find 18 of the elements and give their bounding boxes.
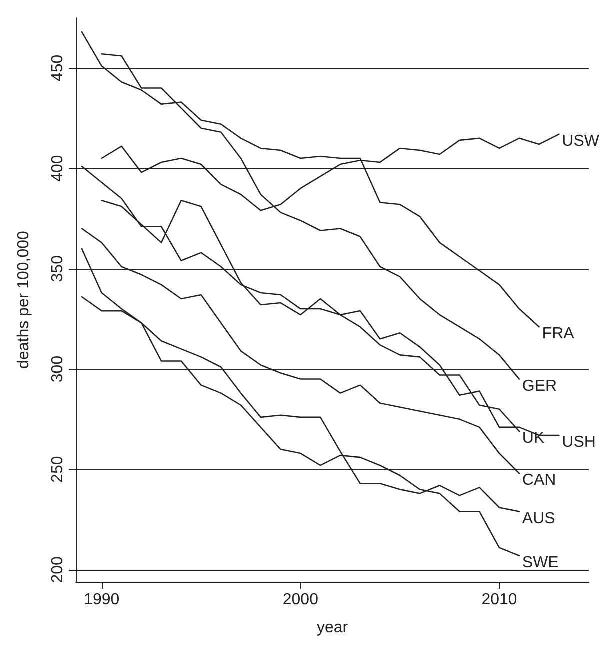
series-label: SWE xyxy=(522,554,559,572)
x-axis-title: year xyxy=(316,620,349,636)
y-tick-label: 450 xyxy=(50,54,66,82)
series-label: USH xyxy=(562,434,596,451)
series-label: USW xyxy=(562,132,600,150)
y-tick-label: 350 xyxy=(50,255,66,282)
x-tick-label: 1990 xyxy=(84,592,120,608)
y-tick-label: 300 xyxy=(50,356,66,383)
y-tick-label: 200 xyxy=(50,556,66,584)
y-axis-title: deaths per 100,000 xyxy=(16,230,32,369)
series-label: CAN xyxy=(522,472,556,490)
y-tick-label: 250 xyxy=(50,456,66,483)
y-tick-label: 400 xyxy=(50,155,66,182)
x-tick-label: 2010 xyxy=(482,592,518,608)
series-label: AUS xyxy=(522,510,556,528)
series-label: FRA xyxy=(542,326,575,343)
series-label: GER xyxy=(522,378,558,395)
x-tick-label: 2000 xyxy=(282,592,319,608)
